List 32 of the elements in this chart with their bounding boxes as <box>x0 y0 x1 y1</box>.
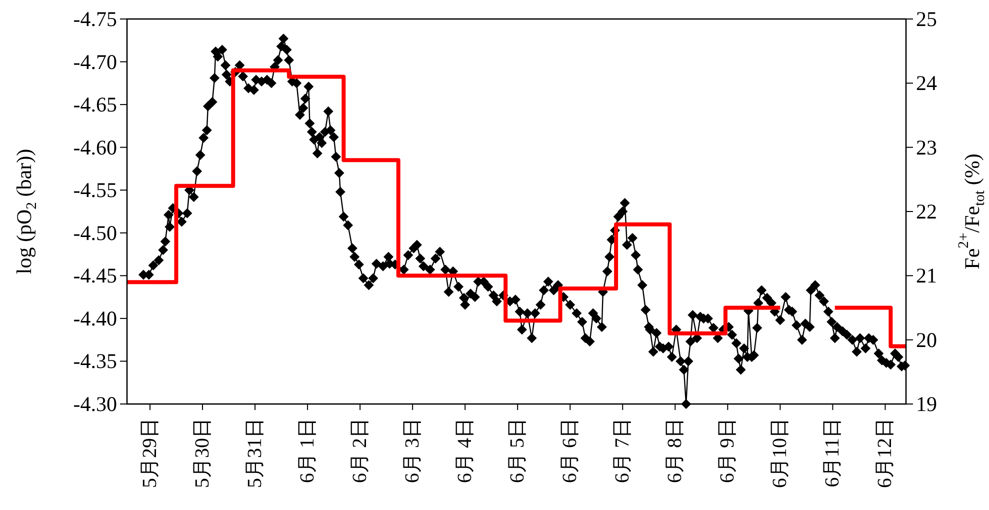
y-tick-label: -4.55 <box>73 178 117 202</box>
x-tick-label: 6月 9日 <box>716 418 739 483</box>
y2-tick-label: 24 <box>916 71 938 96</box>
y2-tick-label: 20 <box>916 328 937 352</box>
x-tick-label: 6月10日 <box>769 418 792 488</box>
y-tick-label: -4.50 <box>73 220 117 245</box>
x-tick-label: 6月 1日 <box>296 418 319 483</box>
x-tick-label: 5月31日 <box>244 418 266 488</box>
y2-tick-label: 23 <box>916 135 937 160</box>
y-tick-label: -4.35 <box>73 349 117 374</box>
x-tick-label: 6月 3日 <box>402 418 424 483</box>
y-tick-label: -4.70 <box>73 50 117 74</box>
y-tick-label: -4.40 <box>73 306 117 330</box>
x-tick-label: 6月 6日 <box>559 418 582 483</box>
x-tick-label: 6月 2日 <box>349 418 372 483</box>
y-tick-label: -4.45 <box>73 264 117 288</box>
x-tick-label: 5月30日 <box>191 418 214 488</box>
y-tick-label: -4.75 <box>73 7 117 31</box>
y2-tick-label: 22 <box>916 200 937 224</box>
x-tick-label: 6月11日 <box>822 418 844 488</box>
x-tick-label: 6月 5日 <box>506 418 529 483</box>
x-tick-label: 5月29日 <box>138 418 161 488</box>
x-tick-label: 6月 7日 <box>612 418 634 483</box>
y-tick-label: -4.65 <box>73 92 117 117</box>
y2-tick-label: 19 <box>916 392 937 416</box>
x-tick-label: 6月 4日 <box>454 418 476 483</box>
y2-tick-label: 21 <box>916 264 937 288</box>
y2-tick-label: 25 <box>916 7 937 31</box>
x-tick-label: 6月 8日 <box>664 418 686 483</box>
y-tick-label: -4.30 <box>73 392 117 416</box>
x-tick-label: 6月12日 <box>874 418 896 488</box>
y-tick-label: -4.60 <box>73 135 117 160</box>
